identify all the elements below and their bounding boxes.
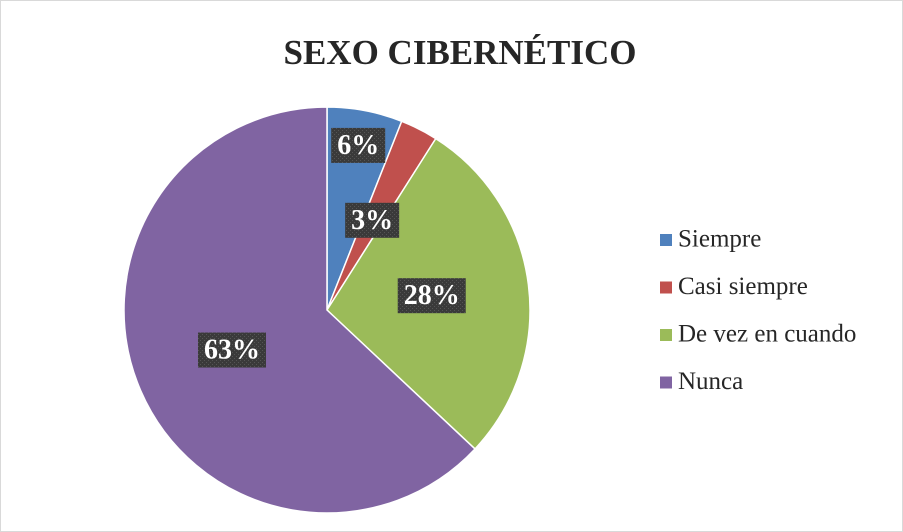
chart-title: SEXO CIBERNÉTICO [283,33,636,72]
data-label: 3% [351,205,393,236]
legend-swatch [660,234,672,246]
data-label-box [397,278,466,314]
legend-swatch [660,376,672,389]
data-label: 6% [337,130,379,161]
legend-label: De vez en cuando [678,321,856,348]
data-label-box [345,202,400,238]
pie [123,106,531,514]
data-label-box [331,127,386,163]
data-label: 63% [204,335,260,366]
data-labels: 6% 3% 28% 63% [197,127,466,368]
legend-swatch [660,281,672,294]
pie-slice [123,106,477,514]
legend-label: Nunca [678,368,743,395]
data-label-box [197,332,266,368]
legend-swatch [660,329,672,341]
legend: Siempre Casi siempre De vez en cuando Nunca [660,226,856,395]
legend-label: Casi siempre [678,273,808,300]
data-label: 28% [404,280,460,311]
legend-label: Siempre [678,226,761,253]
